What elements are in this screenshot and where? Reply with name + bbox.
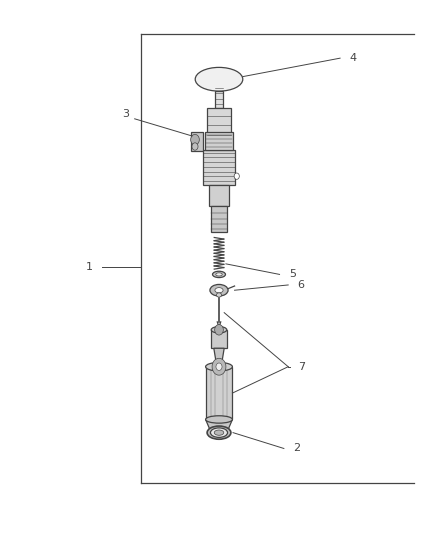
Bar bbox=[205, 367, 233, 419]
Text: 6: 6 bbox=[298, 280, 305, 290]
Text: 3: 3 bbox=[123, 109, 130, 118]
Ellipse shape bbox=[207, 426, 231, 439]
Text: 7: 7 bbox=[297, 362, 305, 372]
Ellipse shape bbox=[215, 288, 223, 293]
Bar bbox=[207, 108, 231, 140]
Polygon shape bbox=[214, 348, 224, 364]
Ellipse shape bbox=[210, 285, 228, 296]
Bar bbox=[191, 132, 203, 151]
Text: 1: 1 bbox=[86, 262, 93, 271]
Ellipse shape bbox=[205, 362, 233, 371]
Bar bbox=[208, 185, 230, 206]
Ellipse shape bbox=[195, 67, 243, 91]
Ellipse shape bbox=[210, 428, 228, 438]
Bar bbox=[215, 91, 223, 108]
Circle shape bbox=[234, 173, 239, 179]
Bar bbox=[205, 132, 233, 150]
Circle shape bbox=[191, 134, 199, 145]
Circle shape bbox=[212, 358, 226, 375]
Ellipse shape bbox=[216, 273, 222, 276]
Bar bbox=[211, 206, 227, 232]
Ellipse shape bbox=[212, 271, 226, 278]
Text: 4: 4 bbox=[350, 53, 357, 63]
Ellipse shape bbox=[205, 416, 233, 423]
Ellipse shape bbox=[216, 293, 222, 297]
Polygon shape bbox=[205, 419, 233, 429]
Ellipse shape bbox=[211, 327, 227, 333]
Circle shape bbox=[216, 363, 222, 370]
Bar bbox=[211, 330, 227, 348]
Text: 2: 2 bbox=[293, 443, 300, 454]
Ellipse shape bbox=[214, 430, 224, 435]
Circle shape bbox=[192, 143, 198, 150]
Circle shape bbox=[215, 325, 223, 335]
Text: 5: 5 bbox=[289, 269, 296, 279]
Bar bbox=[203, 150, 235, 185]
